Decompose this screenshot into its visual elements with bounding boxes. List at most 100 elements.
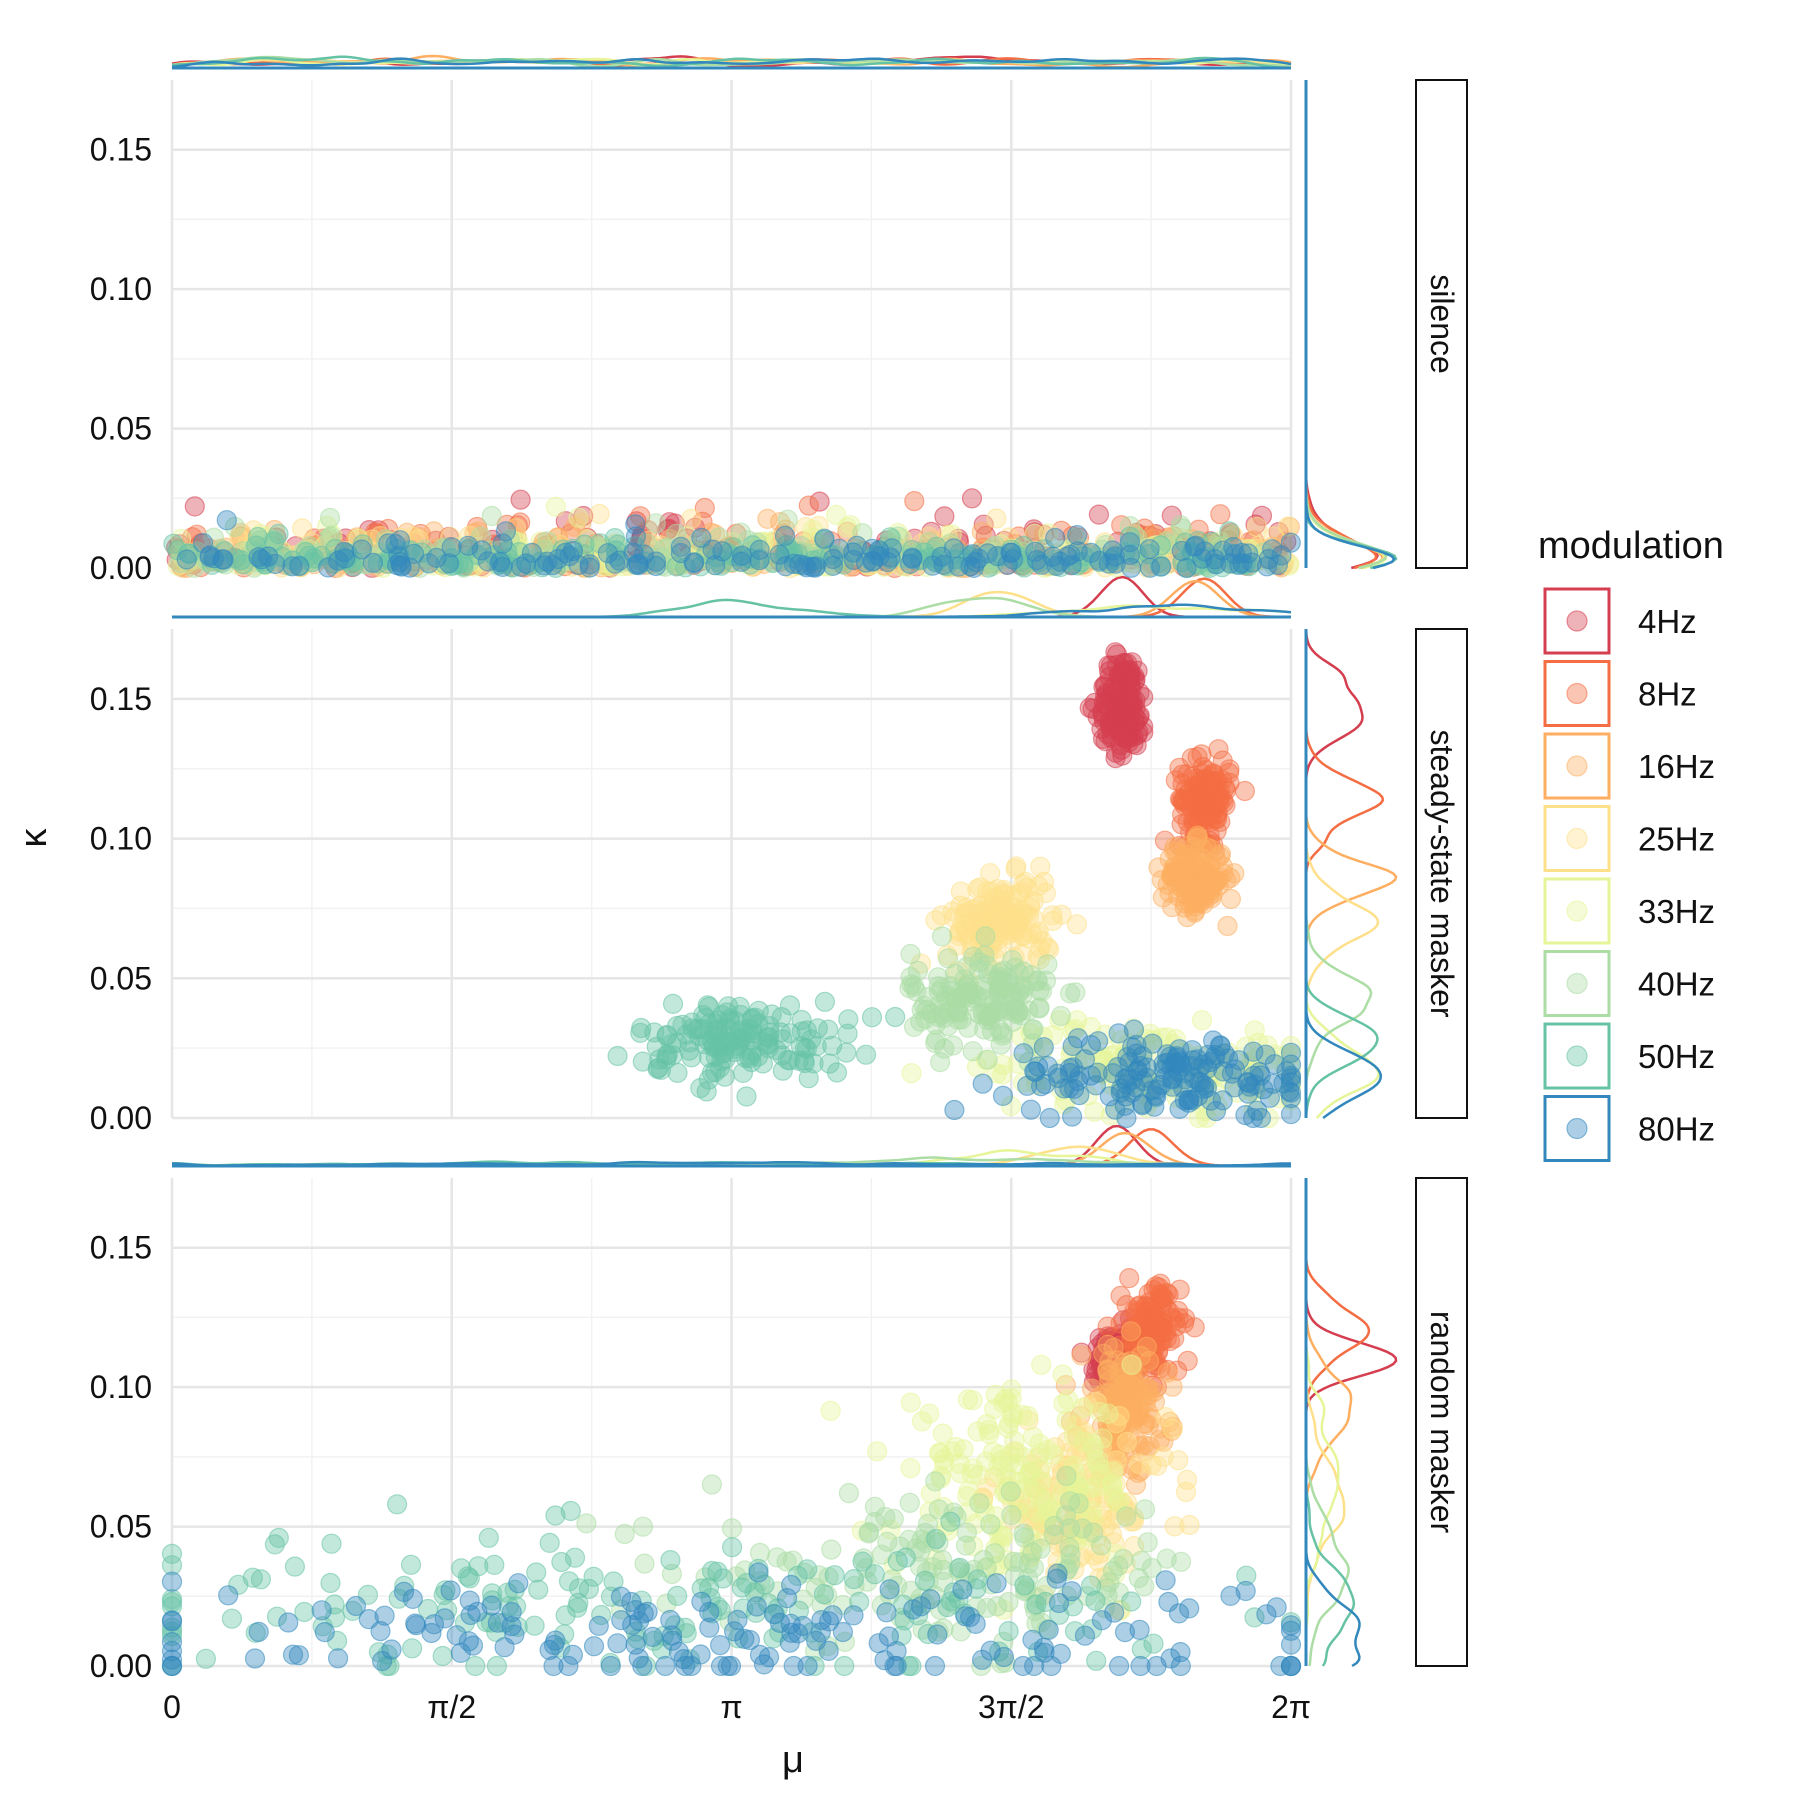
data-point xyxy=(734,1022,756,1043)
data-point xyxy=(876,1602,897,1623)
y-tick-label: 0.00 xyxy=(90,1100,152,1136)
data-point xyxy=(1016,877,1037,899)
data-point xyxy=(294,1601,315,1623)
data-point xyxy=(998,1620,1019,1642)
data-point xyxy=(861,1007,883,1028)
data-point xyxy=(721,1537,743,1558)
data-point xyxy=(821,1539,842,1560)
legend-label: 40Hz xyxy=(1638,966,1715,1003)
data-point xyxy=(699,1601,720,1623)
data-point xyxy=(984,1543,1005,1564)
data-point xyxy=(1089,1401,1110,1422)
y-tick-label: 0.15 xyxy=(90,681,152,717)
data-point xyxy=(1117,728,1138,750)
data-point xyxy=(1111,687,1133,708)
data-point xyxy=(998,1591,1019,1613)
data-point xyxy=(731,551,752,572)
legend-point xyxy=(1566,755,1588,777)
data-point xyxy=(914,1570,936,1592)
data-point xyxy=(1059,1518,1081,1539)
data-point xyxy=(1116,1506,1137,1527)
data-point xyxy=(1156,1548,1177,1569)
data-point xyxy=(988,966,1009,987)
y-tick-label: 0.10 xyxy=(90,271,152,307)
data-point xyxy=(1120,1321,1142,1342)
data-point xyxy=(345,1595,367,1617)
data-point xyxy=(780,1574,802,1596)
data-point xyxy=(895,1547,916,1568)
data-point xyxy=(724,1041,745,1063)
data-point xyxy=(774,525,796,547)
data-point xyxy=(438,553,460,574)
data-point xyxy=(1056,1465,1077,1487)
data-point xyxy=(559,545,580,567)
data-point xyxy=(903,1016,925,1038)
data-point xyxy=(662,993,684,1015)
data-point xyxy=(732,1062,754,1084)
data-point xyxy=(820,1400,841,1421)
data-point xyxy=(399,557,420,578)
data-point xyxy=(1168,857,1189,878)
data-point xyxy=(282,556,303,577)
data-point xyxy=(1169,1039,1190,1060)
legend-point xyxy=(1566,682,1588,705)
data-point xyxy=(1020,1099,1042,1120)
data-point xyxy=(709,1634,731,1656)
data-point xyxy=(508,1573,529,1594)
data-point xyxy=(900,1457,921,1479)
data-point xyxy=(1017,1075,1038,1096)
x-tick-label: 3π/2 xyxy=(978,1689,1045,1725)
right-density-25Hz xyxy=(1304,80,1386,570)
data-point xyxy=(1013,1523,1034,1544)
data-point xyxy=(790,1036,812,1057)
data-point xyxy=(244,1648,266,1669)
data-point xyxy=(161,1591,183,1613)
data-point xyxy=(389,530,411,551)
data-point xyxy=(221,1608,242,1629)
data-point xyxy=(660,1549,681,1571)
data-point xyxy=(931,926,953,947)
data-point xyxy=(886,1640,907,1662)
data-point xyxy=(645,555,667,577)
data-point xyxy=(791,1009,812,1031)
data-point xyxy=(976,1414,997,1435)
y-tick-label: 0.15 xyxy=(90,1230,152,1266)
data-point xyxy=(746,1596,767,1617)
data-point xyxy=(910,1596,932,1617)
y-tick-label: 0.10 xyxy=(90,821,152,857)
data-point xyxy=(1164,1516,1185,1537)
data-point xyxy=(946,1000,967,1022)
legend-label: 4Hz xyxy=(1638,603,1697,640)
data-point xyxy=(625,526,647,547)
top-density-8Hz xyxy=(172,577,1291,619)
y-tick-label: 0.00 xyxy=(90,1648,152,1684)
data-point xyxy=(721,1518,743,1539)
legend-title: modulation xyxy=(1538,525,1724,567)
data-point xyxy=(650,1059,672,1081)
data-point xyxy=(712,541,733,562)
data-point xyxy=(1026,1594,1047,1615)
data-point xyxy=(1168,1450,1189,1471)
data-point xyxy=(1246,516,1268,538)
legend-point xyxy=(1566,1117,1588,1140)
data-point xyxy=(231,549,252,571)
right-density-40Hz xyxy=(1304,80,1388,570)
data-point xyxy=(1018,1465,1039,1486)
data-point xyxy=(1208,739,1229,760)
y-tick-label: 0.05 xyxy=(90,960,152,996)
y-axis-title: κ xyxy=(13,828,55,848)
data-point xyxy=(1097,1316,1118,1337)
data-point xyxy=(710,1655,732,1677)
legend-item-80Hz: 80Hz xyxy=(1543,1095,1715,1162)
data-point xyxy=(319,507,341,528)
data-point xyxy=(1018,928,1039,949)
data-point xyxy=(551,1551,572,1573)
data-point xyxy=(822,555,844,577)
y-tick-label: 0.00 xyxy=(90,550,152,586)
data-point xyxy=(901,1063,922,1084)
data-point xyxy=(1152,1287,1173,1308)
series-50Hz xyxy=(607,991,906,1107)
data-point xyxy=(1200,1090,1221,1111)
data-point xyxy=(1067,524,1088,546)
